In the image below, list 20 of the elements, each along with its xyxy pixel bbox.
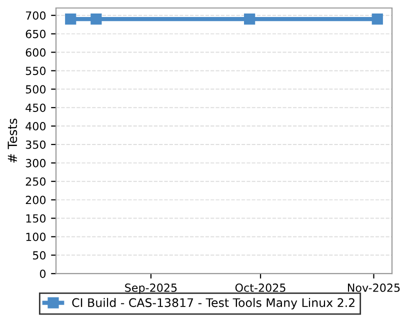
y-tick-label: 150 [26,214,46,223]
x-tick-label: Sep-2025 [125,284,177,294]
y-tick-label: 200 [26,196,46,204]
y-tick-label: 350 [26,140,46,149]
y-tick-label: 650 [26,30,46,38]
legend-label: CI Build - CAS-13817 - Test Tools Many Linux 2.2 [72,298,354,310]
y-tick-label: 100 [26,232,46,242]
y-tick-label: 700 [26,11,46,20]
y-tick-label: 600 [26,48,46,57]
y-axis-title: # Tests [8,118,18,163]
y-tick-label: 500 [26,85,46,94]
x-tick-label: Nov-2025 [348,284,400,292]
y-tick-label: 0 [40,270,46,278]
y-tick-label: 300 [26,158,46,168]
y-tick-label: 50 [32,251,46,260]
y-tick-label: 450 [26,104,46,112]
y-tick-label: 400 [26,122,46,130]
y-tick-label: 550 [26,66,46,76]
x-tick-label: Oct-2025 [235,284,286,292]
y-tick-label: 250 [26,177,46,186]
